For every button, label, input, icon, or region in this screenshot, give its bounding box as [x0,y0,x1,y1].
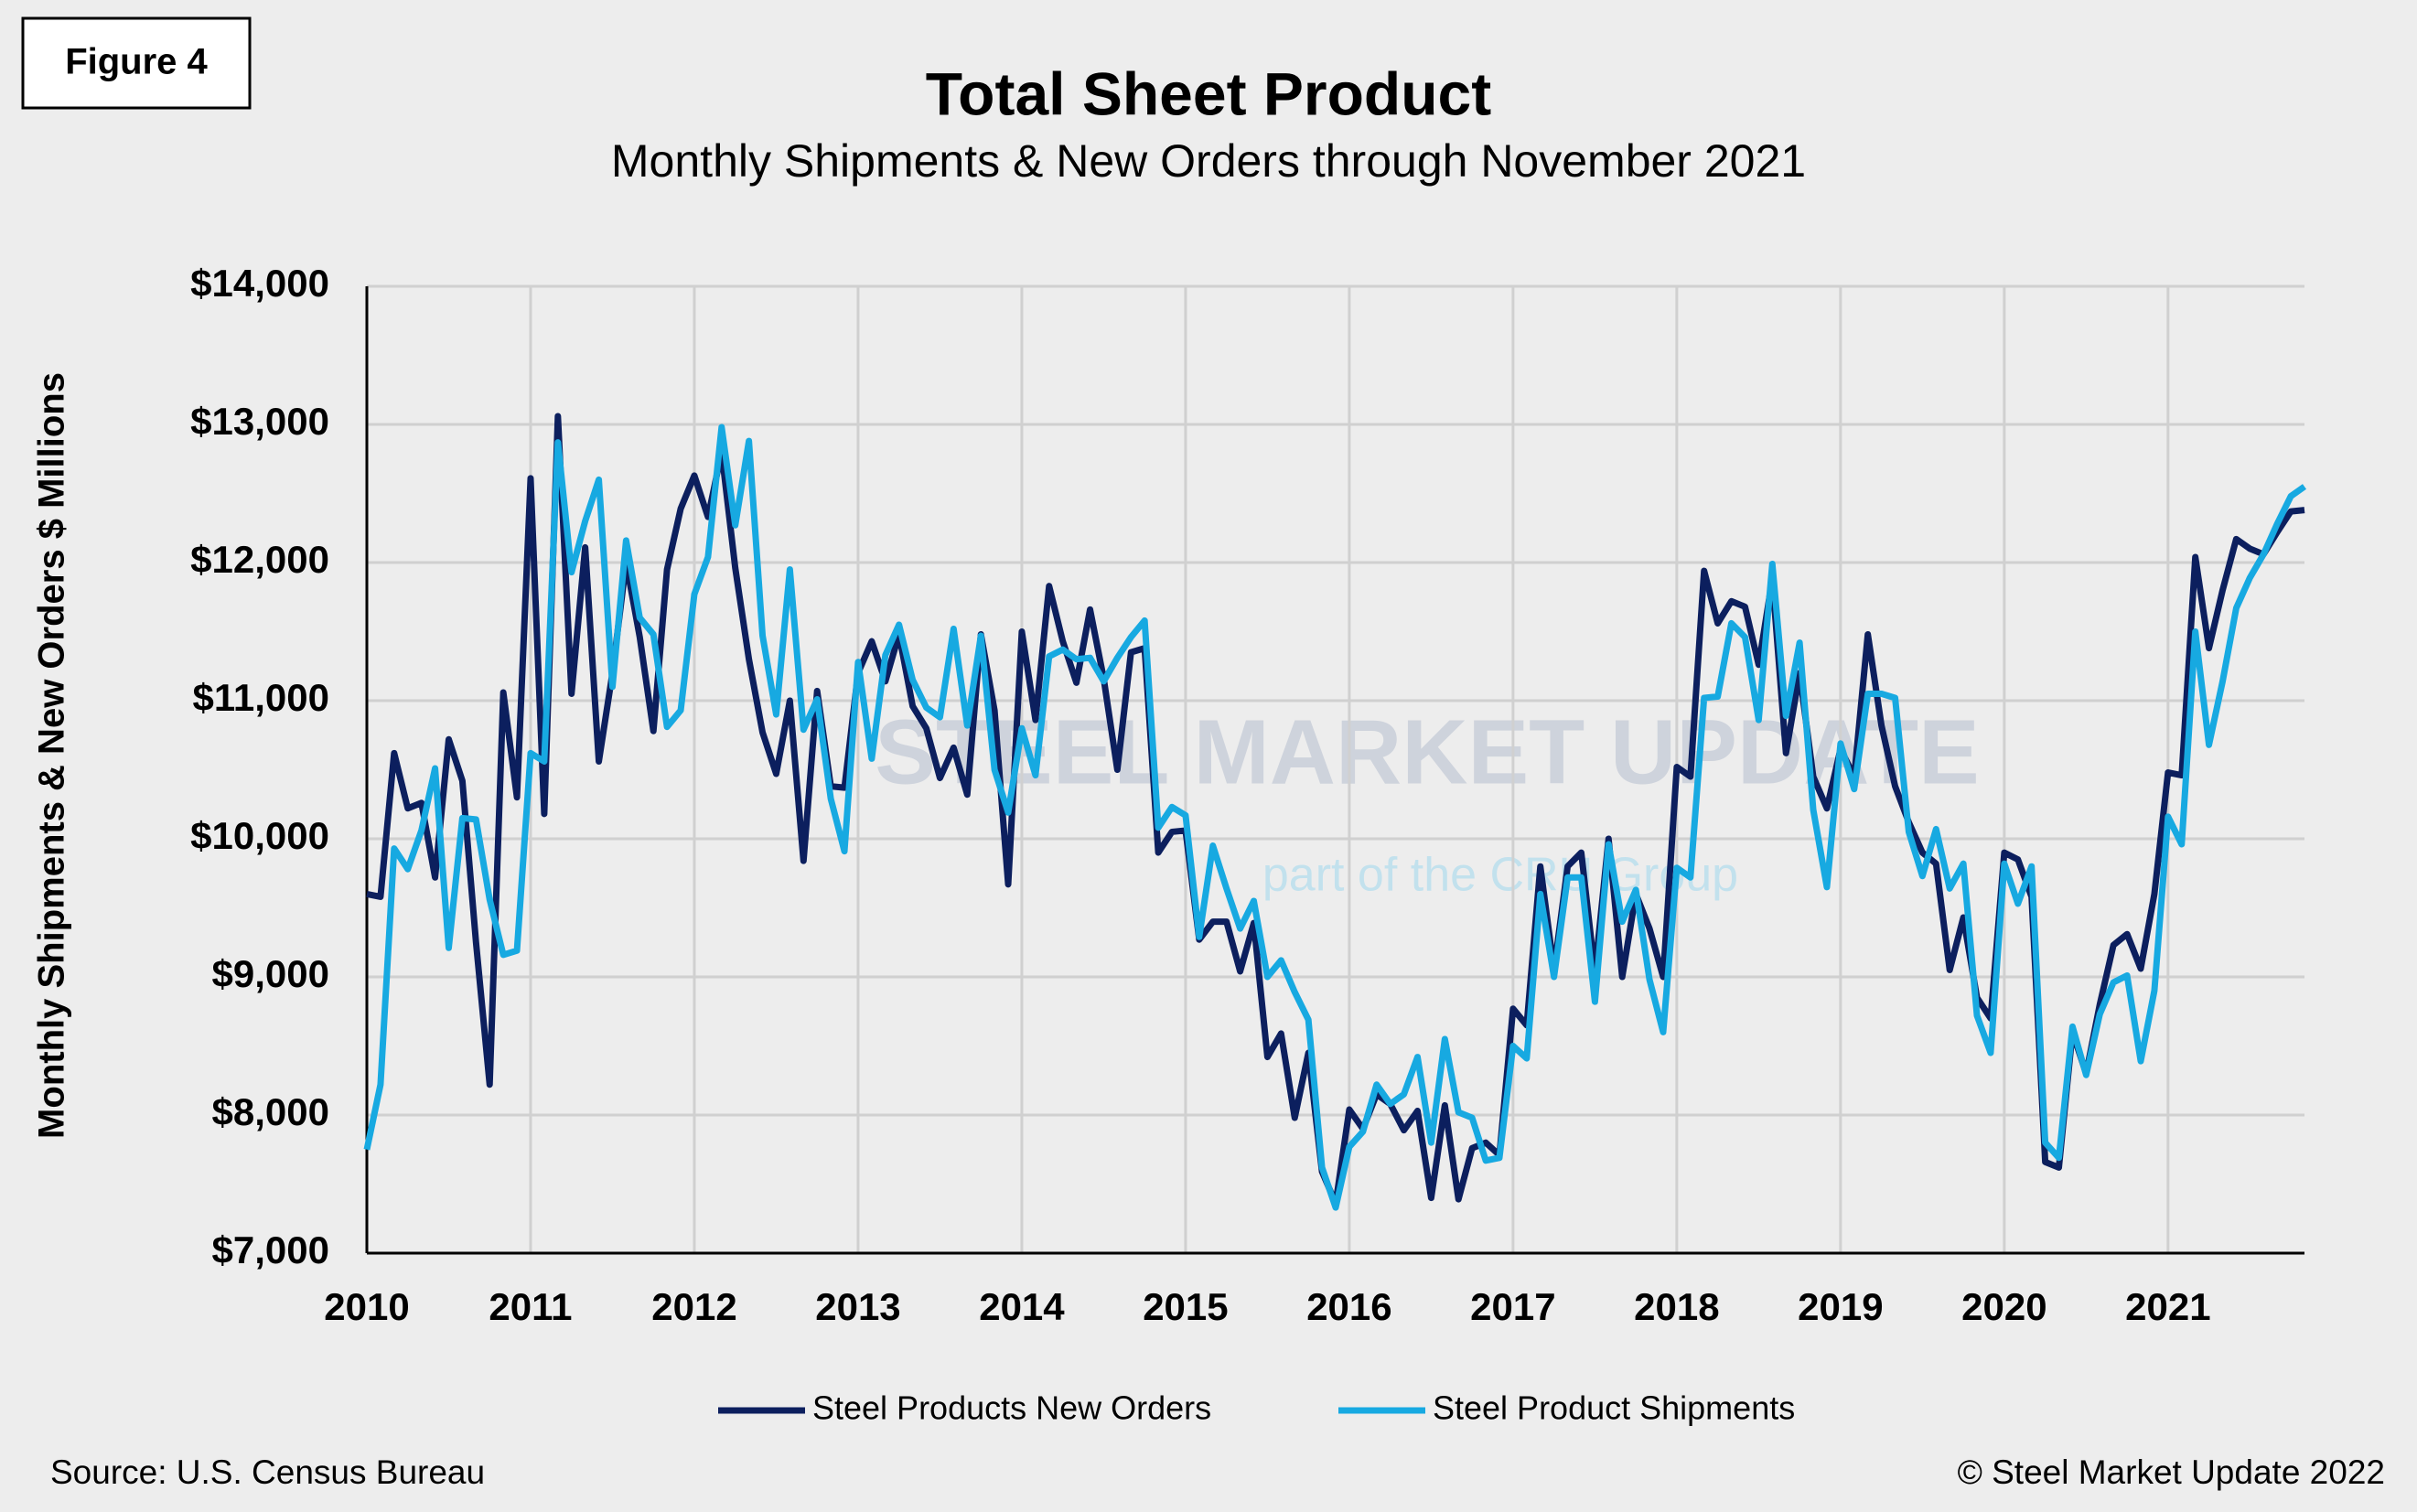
figure-label: Figure 4 [65,42,208,82]
y-tick-label: $13,000 [190,400,329,443]
watermark-subtitle: part of the CRU Group [1262,849,1738,902]
x-tick-label: 2016 [1306,1285,1391,1328]
y-tick-label: $10,000 [190,814,329,857]
copyright: © Steel Market Update 2022 [1958,1453,2385,1491]
x-tick-label: 2013 [815,1285,900,1328]
x-tick-label: 2014 [979,1285,1065,1328]
y-tick-label: $7,000 [212,1228,329,1271]
x-tick-label: 2017 [1470,1285,1555,1328]
x-tick-label: 2012 [651,1285,736,1328]
x-tick-label: 2018 [1634,1285,1719,1328]
x-tick-label: 2019 [1798,1285,1883,1328]
watermark-title: STEEL MARKET UPDATE [875,701,1979,803]
y-axis-label: Monthly Shipments & New Orders $ Million… [32,372,72,1139]
x-tick-label: 2010 [324,1285,409,1328]
series-line [363,424,2307,1211]
x-tick-label: 2015 [1143,1285,1228,1328]
legend-label: Steel Product Shipments [1433,1389,1795,1427]
source: Source: U.S. Census Bureau [50,1453,485,1491]
chart-subtitle: Monthly Shipments & New Orders through N… [611,135,1806,187]
y-tick-label: $8,000 [212,1090,329,1133]
chart-title: Total Sheet Product [926,59,1492,127]
figure-label-box [21,16,252,110]
y-tick-label: $9,000 [212,952,329,995]
y-tick-label: $11,000 [192,676,329,719]
x-tick-label: 2020 [1961,1285,2046,1328]
y-tick-label: $14,000 [190,262,329,305]
y-tick-label: $12,000 [190,538,329,581]
legend-label: Steel Products New Orders [812,1389,1211,1427]
x-tick-label: 2011 [489,1285,572,1328]
x-tick-label: 2021 [2125,1285,2210,1328]
